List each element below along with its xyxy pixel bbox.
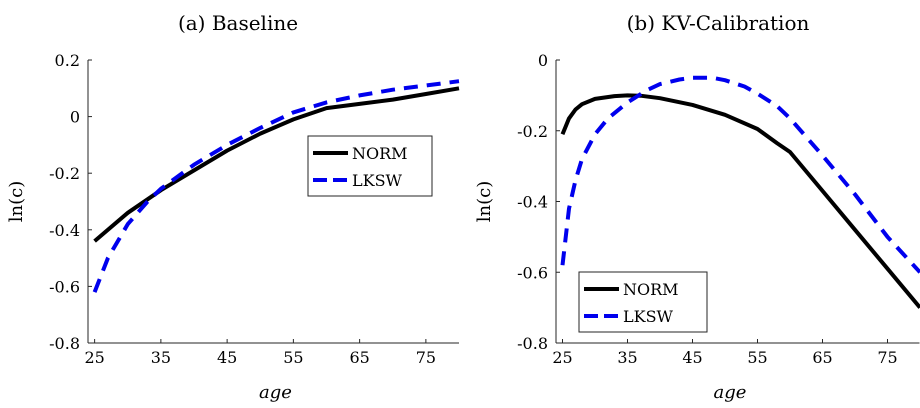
y-tick-label: -0.4: [49, 221, 80, 240]
y-tick-label: -0.2: [517, 122, 548, 141]
y-tick-label: 0.2: [55, 51, 80, 70]
y-tick-label: -0.8: [517, 334, 548, 353]
y-tick-label: -0.8: [49, 334, 80, 353]
x-tick-label: 45: [217, 348, 237, 367]
x-tick-label: 55: [283, 348, 303, 367]
y-tick-label: -0.6: [49, 277, 80, 296]
chart-title: (b) KV-Calibration: [627, 11, 810, 35]
legend-label: NORM: [352, 144, 408, 163]
x-tick-label: 35: [617, 348, 637, 367]
legend-label: LKSW: [623, 307, 674, 326]
y-tick-label: -0.6: [517, 263, 548, 282]
y-tick-label: 0: [538, 51, 548, 70]
y-axis-label: ln(c): [6, 181, 27, 222]
panel-baseline: (a) Baseline 25 35 45 55 65 75 -0.8 -0.6 -0.4 -0.2…: [6, 11, 459, 403]
y-tick-label: -0.4: [517, 193, 548, 212]
x-tick-label: 75: [416, 348, 436, 367]
x-tick-label: 25: [84, 348, 104, 367]
legend-label: NORM: [623, 280, 679, 299]
chart-title: (a) Baseline: [178, 11, 298, 35]
y-tick-label: -0.2: [49, 164, 80, 183]
x-tick-label: 75: [877, 348, 897, 367]
y-axis-label: ln(c): [474, 181, 495, 222]
x-tick-label: 25: [552, 348, 572, 367]
panel-kv-calibration: (b) KV-Calibration 25 35 45 55 65 75 -0.8 -0.6 -0…: [474, 11, 920, 403]
x-axis-label: age: [714, 382, 747, 403]
x-tick-label: 65: [349, 348, 369, 367]
x-tick-label: 45: [682, 348, 702, 367]
x-axis-label: age: [259, 382, 292, 403]
x-tick-label: 65: [812, 348, 832, 367]
legend-label: LKSW: [352, 171, 403, 190]
x-tick-label: 35: [151, 348, 171, 367]
y-tick-label: 0: [70, 108, 80, 127]
x-tick-label: 55: [747, 348, 767, 367]
